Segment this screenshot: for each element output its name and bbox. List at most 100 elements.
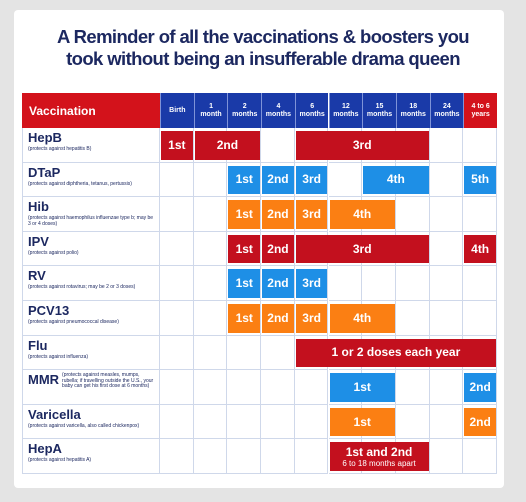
column-header-bottom: months xyxy=(299,110,325,118)
dose-label: 5th xyxy=(471,172,490,187)
vaccine-note: (protects against hepatitis B) xyxy=(28,146,92,152)
grid-cell xyxy=(429,404,464,440)
row-label-line: MMR (protects against measles, mumps, rub… xyxy=(28,373,154,390)
dose-label: 3rd xyxy=(302,310,321,325)
dose-bar: 1st xyxy=(329,373,395,402)
dose-label: 1st xyxy=(168,137,186,152)
dose-bar: 4th xyxy=(363,165,429,195)
dose-label: 3rd xyxy=(302,276,321,291)
column-header-top: 4 to 6 xyxy=(471,102,490,110)
grid-cell xyxy=(463,266,497,301)
dose-sublabel: 6 to 18 months apart xyxy=(342,458,416,468)
dose-bar: 1st xyxy=(228,269,261,298)
dose-label: 2nd xyxy=(469,379,491,394)
dose-label: 1st xyxy=(235,241,253,256)
grid-cell xyxy=(261,266,295,301)
row-label: RV (protects against rotavirus; may be 2 … xyxy=(22,266,160,301)
dose-label: 1st xyxy=(235,172,253,187)
grid-cell xyxy=(227,266,262,301)
column-header-top: 24 xyxy=(443,102,451,110)
dose-bar: 1 or 2 doses each year xyxy=(295,338,496,368)
dose-bar: 2nd xyxy=(262,200,294,229)
dose-label: 1st xyxy=(235,206,253,221)
row-label: HepA (protects against hepatitis A) xyxy=(22,439,160,474)
dose-label: 4th xyxy=(353,206,372,221)
column-header: 6 months xyxy=(294,93,329,128)
dose-label: 2nd xyxy=(267,310,289,325)
dose-label: 2nd xyxy=(267,276,289,291)
grid-cell xyxy=(294,197,329,232)
grid-cell xyxy=(463,197,497,232)
vaccine-note: (protects against varicella, also called… xyxy=(28,422,140,429)
dose-label: 2nd xyxy=(469,414,491,429)
row-label: HepB (protects against hepatitis B) xyxy=(22,128,160,163)
grid-cell xyxy=(193,266,228,301)
grid-cell xyxy=(160,439,194,474)
grid-cell xyxy=(160,197,194,232)
dose-label: 2nd xyxy=(267,206,289,221)
dose-label: 1st xyxy=(235,310,253,325)
dose-bar: 2nd xyxy=(262,165,294,195)
grid-cell xyxy=(294,266,329,301)
grid-cell xyxy=(362,370,396,405)
vaccine-name: HepB xyxy=(28,130,62,145)
dose-bar: 4th xyxy=(329,200,395,229)
grid-cell xyxy=(261,439,295,474)
column-header: 1 month xyxy=(193,93,228,128)
dose-label: 2nd xyxy=(216,137,239,152)
vaccine-note: (protects against pneumococcal disease) xyxy=(28,319,119,325)
grid-cell xyxy=(362,301,396,336)
grid-cell xyxy=(261,404,295,440)
grid-cell xyxy=(463,231,497,267)
grid-cell xyxy=(362,197,396,232)
grid-cell xyxy=(261,231,295,267)
row-label: Flu (protects against influenza) xyxy=(22,335,160,371)
grid-cell xyxy=(395,266,430,301)
grid-cell xyxy=(429,231,464,267)
vaccine-note: (protects against diphtheria, tetanus, p… xyxy=(28,180,132,187)
dose-label: 4th xyxy=(386,172,405,187)
vaccine-name: Hib xyxy=(28,199,49,215)
column-header-bottom: months xyxy=(366,110,393,118)
title-line: took without being an insufferable drama… xyxy=(66,48,460,69)
dose-label: 3rd xyxy=(352,241,372,256)
column-header-top: 1 xyxy=(209,102,213,110)
column-header: 12 months xyxy=(328,93,363,128)
row-label: MMR (protects against measles, mumps, rub… xyxy=(22,370,160,405)
grid-cell xyxy=(362,266,396,301)
grid-cell xyxy=(193,162,228,198)
grid-cell xyxy=(227,197,262,232)
vaccine-name: MMR xyxy=(28,372,60,388)
dose-label: 2nd xyxy=(267,172,289,187)
grid-cell xyxy=(395,128,430,163)
grid-cell xyxy=(160,370,194,405)
column-header-bottom: months xyxy=(400,110,426,118)
grid-cell xyxy=(160,335,194,371)
grid-cell xyxy=(395,162,430,198)
column-header-top: 12 xyxy=(341,102,350,110)
grid-cell xyxy=(429,301,464,336)
dose-bar: 1st xyxy=(228,165,261,195)
dose-bar: 3rd xyxy=(295,200,328,229)
column-header-bottom: months xyxy=(265,110,292,118)
vaccine-name: IPV xyxy=(28,233,49,249)
row-label: PCV13 (protects against pneumococcal dise… xyxy=(22,301,160,336)
vaccine-note: (protects against haemophilus influenzae… xyxy=(28,215,154,227)
grid-cell xyxy=(193,335,228,371)
grid-cell xyxy=(395,370,430,405)
column-header: 2 months xyxy=(227,93,262,128)
column-header: Birth xyxy=(160,93,194,128)
grid-cell xyxy=(227,128,262,163)
dose-label: 3rd xyxy=(302,206,321,221)
title-line: A Reminder of all the vaccinations & boo… xyxy=(57,26,470,47)
column-header: 24 months xyxy=(429,93,464,128)
grid-cell xyxy=(160,301,194,336)
dose-label: 3rd xyxy=(302,172,321,187)
grid-cell xyxy=(429,162,464,198)
dose-label: 1st xyxy=(235,276,253,291)
grid-cell xyxy=(227,439,262,474)
dose-bar: 1st xyxy=(228,234,261,264)
dose-bar: 3rd xyxy=(295,165,328,195)
grid-cell xyxy=(294,439,329,474)
vaccine-note: (protects against influenza) xyxy=(28,353,89,360)
